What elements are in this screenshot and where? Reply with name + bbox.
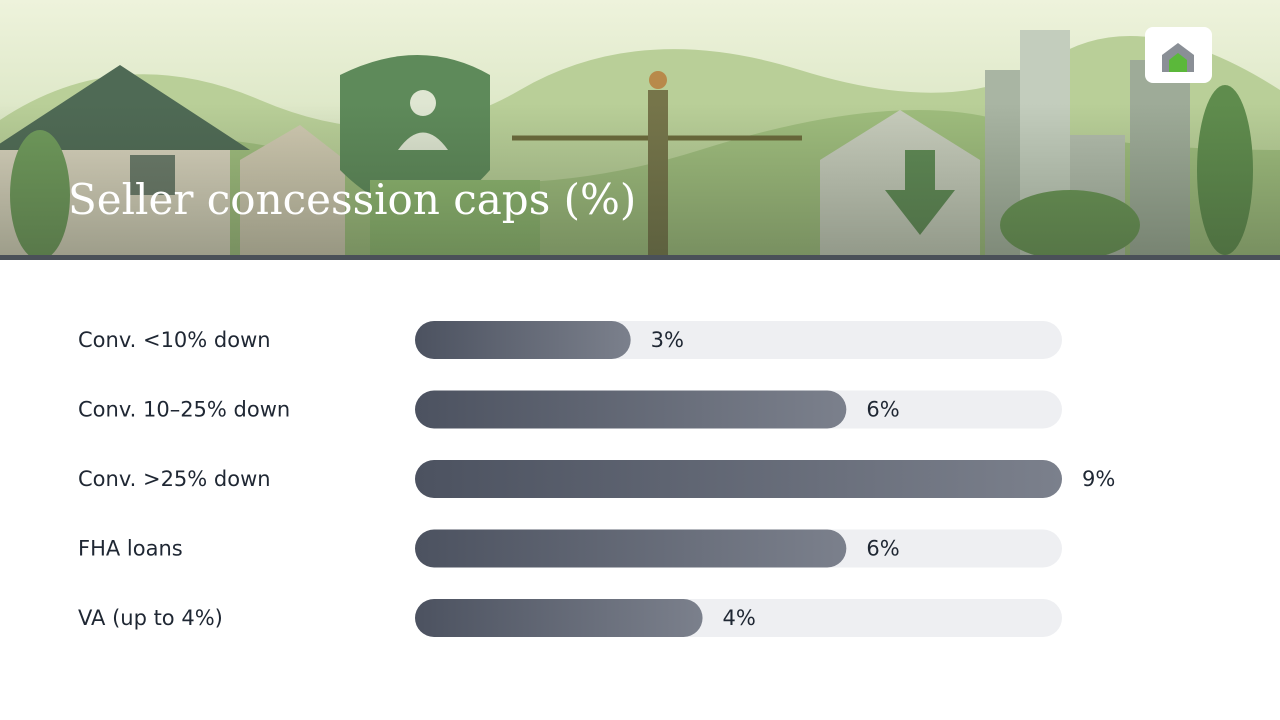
category-label: Conv. 10–25% down (78, 398, 290, 422)
bar (415, 599, 703, 637)
bar (415, 321, 631, 359)
header-banner (0, 0, 1280, 260)
value-label: 4% (723, 606, 756, 630)
category-label: FHA loans (78, 537, 183, 561)
logo (1145, 27, 1212, 83)
value-label: 6% (866, 537, 899, 561)
category-label: VA (up to 4%) (78, 606, 223, 630)
bar (415, 460, 1062, 498)
bar (415, 529, 847, 568)
category-label: Conv. <10% down (78, 328, 271, 352)
value-label: 3% (651, 328, 684, 352)
chart-title: Seller concession caps (%) (68, 175, 636, 224)
value-label: 9% (1082, 467, 1115, 491)
bar (415, 390, 847, 429)
value-label: 6% (866, 398, 899, 422)
category-label: Conv. >25% down (78, 467, 271, 491)
